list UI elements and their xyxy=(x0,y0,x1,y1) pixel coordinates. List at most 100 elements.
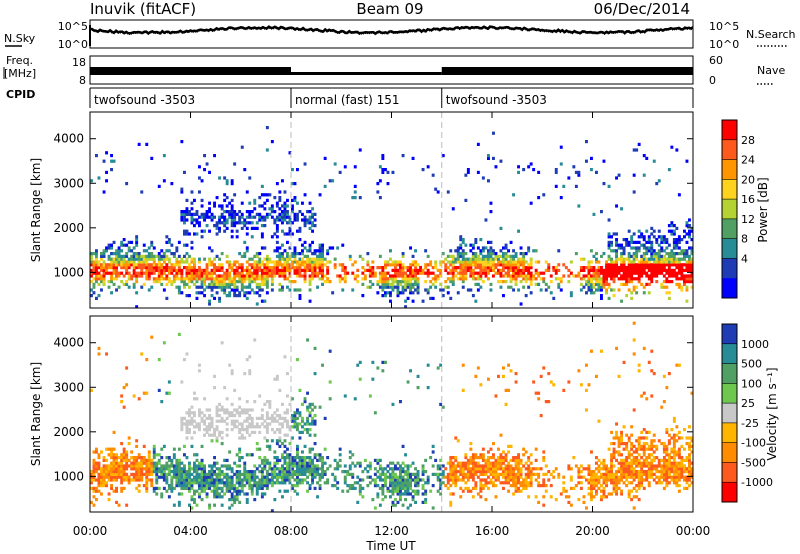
heatmap-cell xyxy=(409,280,413,284)
heatmap-cell xyxy=(471,277,475,281)
heatmap-cell xyxy=(243,274,247,278)
heatmap-cell xyxy=(223,218,227,222)
heatmap-cell xyxy=(213,204,217,208)
heatmap-cell xyxy=(208,481,212,485)
freq-bar-twofsound xyxy=(441,67,693,75)
heatmap-cell xyxy=(230,498,234,502)
colorbar-swatch xyxy=(722,238,737,259)
heatmap-cell xyxy=(170,475,174,479)
heatmap-cell xyxy=(238,428,242,432)
heatmap-cell xyxy=(125,383,129,387)
heatmap-cell xyxy=(351,288,355,292)
heatmap-cell xyxy=(479,464,483,468)
heatmap-cell xyxy=(612,266,616,270)
heatmap-cell xyxy=(590,495,593,499)
heatmap-cell xyxy=(504,280,508,284)
heatmap-cell xyxy=(595,467,598,471)
heatmap-cell xyxy=(610,243,614,247)
heatmap-cell xyxy=(288,453,292,457)
heatmap-cell xyxy=(494,495,498,499)
heatmap-cell xyxy=(223,198,227,202)
heatmap-cell xyxy=(396,481,400,485)
heatmap-cell xyxy=(451,207,455,211)
heatmap-cell xyxy=(321,274,325,278)
heatmap-cell xyxy=(569,475,573,479)
heatmap-cell xyxy=(291,280,294,284)
heatmap-cell xyxy=(110,257,114,261)
heatmap-cell xyxy=(215,428,219,432)
heatmap-cell xyxy=(642,246,646,250)
heatmap-cell xyxy=(200,229,204,233)
heatmap-cell xyxy=(238,215,242,219)
heatmap-cell xyxy=(595,282,598,286)
heatmap-cell xyxy=(396,274,400,278)
heatmap-cell xyxy=(112,470,116,474)
heatmap-cell xyxy=(381,294,385,298)
heatmap-cell xyxy=(446,266,450,270)
heatmap-cell xyxy=(502,374,505,378)
heatmap-cell xyxy=(376,266,380,270)
heatmap-cell xyxy=(215,266,219,270)
heatmap-cell xyxy=(587,481,591,485)
heatmap-cell xyxy=(466,268,470,272)
heatmap-cell xyxy=(293,218,297,222)
heatmap-cell xyxy=(316,481,320,485)
heatmap-cell xyxy=(592,268,596,272)
heatmap-cell xyxy=(273,221,277,225)
heatmap-cell xyxy=(117,263,121,267)
heatmap-cell xyxy=(494,478,498,482)
heatmap-cell xyxy=(120,475,124,479)
heatmap-cell xyxy=(195,291,199,295)
heatmap-cell xyxy=(150,458,154,462)
heatmap-cell xyxy=(258,288,262,292)
heatmap-cell xyxy=(110,154,114,158)
heatmap-cell xyxy=(607,271,611,275)
heatmap-cell xyxy=(504,263,508,267)
heatmap-cell xyxy=(612,472,616,476)
heatmap-cell xyxy=(238,294,242,298)
heatmap-cell xyxy=(147,456,151,460)
heatmap-cell xyxy=(683,254,686,258)
heatmap-cell xyxy=(313,453,317,457)
heatmap-cell xyxy=(650,263,654,267)
freq-bar-normal xyxy=(291,72,442,75)
heatmap-cell xyxy=(489,456,493,460)
heatmap-cell xyxy=(394,274,397,278)
heatmap-cell xyxy=(361,266,365,270)
heatmap-cell xyxy=(308,218,312,222)
heatmap-cell xyxy=(205,425,209,429)
heatmap-cell xyxy=(183,358,186,362)
heatmap-cell xyxy=(183,254,186,258)
heatmap-cell xyxy=(283,218,287,222)
heatmap-cell xyxy=(474,271,478,275)
heatmap-cell xyxy=(183,484,186,488)
heatmap-cell xyxy=(120,478,124,482)
heatmap-cell xyxy=(615,252,619,256)
heatmap-cell xyxy=(260,277,264,281)
heatmap-cell xyxy=(524,475,528,479)
heatmap-cell xyxy=(471,243,475,247)
heatmap-cell xyxy=(170,470,174,474)
heatmap-cell xyxy=(316,453,320,457)
heatmap-cell xyxy=(627,274,631,278)
heatmap-cell xyxy=(303,224,307,228)
heatmap-cell xyxy=(625,467,629,471)
heatmap-cell xyxy=(301,467,304,471)
heatmap-cell xyxy=(469,288,473,292)
heatmap-cell xyxy=(220,204,224,208)
heatmap-cell xyxy=(549,274,553,278)
heatmap-cell xyxy=(225,204,229,208)
heatmap-cell xyxy=(366,285,370,289)
heatmap-cell xyxy=(275,475,279,479)
heatmap-cell xyxy=(260,486,264,490)
heatmap-cell xyxy=(406,464,410,468)
heatmap-cell xyxy=(250,263,254,267)
heatmap-cell xyxy=(316,285,320,289)
heatmap-cell xyxy=(160,400,164,404)
heatmap-cell xyxy=(672,240,676,244)
heatmap-cell xyxy=(265,486,269,490)
heatmap-cell xyxy=(145,464,149,468)
heatmap-cell xyxy=(218,176,222,180)
heatmap-cell xyxy=(607,218,611,222)
heatmap-cell xyxy=(401,470,405,474)
